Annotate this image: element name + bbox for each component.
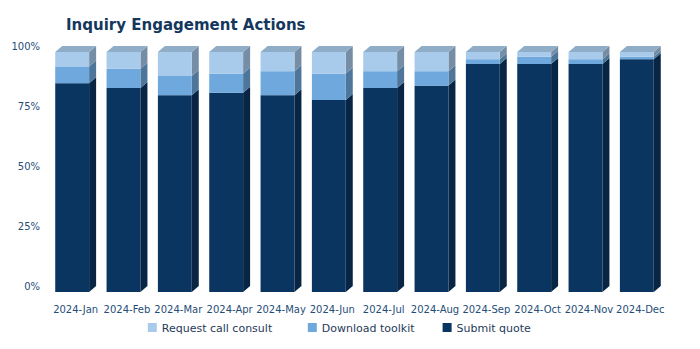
legend-swatch bbox=[148, 323, 157, 332]
legend-label: Submit quote bbox=[457, 322, 532, 335]
bars bbox=[55, 46, 661, 292]
bar bbox=[209, 52, 243, 74]
bar-side bbox=[243, 87, 250, 292]
bar-top bbox=[517, 46, 558, 52]
bar bbox=[363, 88, 397, 292]
bar-top bbox=[363, 46, 404, 52]
x-tick-label: 2024-Apr bbox=[207, 304, 254, 315]
bar bbox=[415, 52, 449, 71]
bar-top bbox=[312, 46, 353, 52]
bar-top bbox=[107, 46, 148, 52]
bar-top bbox=[569, 46, 610, 52]
y-tick bbox=[47, 106, 50, 107]
bar-side bbox=[602, 58, 609, 292]
bar bbox=[620, 52, 654, 57]
x-tick-label: 2024-Sep bbox=[462, 304, 510, 315]
bar bbox=[415, 71, 449, 85]
bar bbox=[569, 64, 603, 292]
bar bbox=[466, 59, 500, 64]
x-tick-label: 2024-Jul bbox=[363, 304, 405, 315]
bar bbox=[209, 74, 243, 93]
bar bbox=[158, 76, 192, 95]
bar bbox=[620, 57, 654, 59]
bar bbox=[517, 57, 551, 64]
bar-top bbox=[55, 46, 96, 52]
bar bbox=[415, 86, 449, 292]
x-tick-label: 2024-Feb bbox=[104, 304, 151, 315]
bar-side bbox=[397, 82, 404, 292]
bar-side bbox=[140, 82, 147, 292]
bar-side bbox=[192, 89, 199, 292]
legend: Request call consult Download toolkit Subm… bbox=[148, 322, 531, 335]
legend-swatch bbox=[443, 323, 452, 332]
bar bbox=[261, 52, 295, 71]
bar-top bbox=[415, 46, 456, 52]
y-tick-label: 75% bbox=[18, 101, 40, 112]
x-tick-label: 2024-Nov bbox=[565, 304, 614, 315]
y-tick-label: 50% bbox=[18, 161, 40, 172]
bar bbox=[55, 52, 89, 66]
y-tick-label: 0% bbox=[24, 281, 40, 292]
bar bbox=[312, 100, 346, 292]
legend-swatch bbox=[308, 323, 317, 332]
legend-label: Request call consult bbox=[162, 322, 273, 335]
bar-side bbox=[89, 77, 96, 292]
bar bbox=[620, 59, 654, 292]
bar bbox=[158, 95, 192, 292]
bar bbox=[55, 66, 89, 83]
bar bbox=[466, 52, 500, 59]
x-tick-label: 2024-Dec bbox=[616, 304, 664, 315]
bar-side bbox=[500, 58, 507, 292]
bar bbox=[363, 52, 397, 71]
bar bbox=[158, 52, 192, 76]
bar bbox=[312, 74, 346, 100]
y-tick bbox=[47, 166, 50, 167]
bar bbox=[209, 93, 243, 292]
title: Inquiry Engagement Actions bbox=[66, 16, 306, 34]
bar bbox=[261, 95, 295, 292]
y-tick-label: 25% bbox=[18, 221, 40, 232]
bar bbox=[363, 71, 397, 88]
x-tick-label: 2024-Jan bbox=[53, 304, 98, 315]
bar bbox=[261, 71, 295, 95]
bar bbox=[107, 52, 141, 69]
bar-side bbox=[294, 89, 301, 292]
bar bbox=[107, 88, 141, 292]
bar bbox=[517, 52, 551, 57]
bar bbox=[517, 64, 551, 292]
x-tick-label: 2024-May bbox=[256, 304, 306, 315]
x-tick-label: 2024-Jun bbox=[310, 304, 355, 315]
y-tick-label: 100% bbox=[11, 41, 40, 52]
x-tick-label: 2024-Aug bbox=[411, 304, 459, 315]
x-tick-label: 2024-Mar bbox=[154, 304, 203, 315]
chart: Inquiry Engagement Actions 0% 25% 50% 75% 100… bbox=[0, 0, 700, 349]
legend-label: Download toolkit bbox=[322, 322, 415, 335]
bar-side bbox=[551, 58, 558, 292]
bar bbox=[312, 52, 346, 74]
bar-top bbox=[261, 46, 302, 52]
bar bbox=[466, 64, 500, 292]
bar-side bbox=[346, 94, 353, 292]
x-tick-label: 2024-Oct bbox=[514, 304, 561, 315]
bar-top bbox=[158, 46, 199, 52]
bar-top bbox=[466, 46, 507, 52]
bar bbox=[107, 69, 141, 88]
y-tick bbox=[47, 46, 50, 47]
y-tick bbox=[47, 226, 50, 227]
bar bbox=[569, 52, 603, 59]
bar-side bbox=[654, 53, 661, 292]
y-tick bbox=[47, 286, 50, 287]
bar bbox=[569, 59, 603, 64]
bar bbox=[55, 83, 89, 292]
bar-top bbox=[209, 46, 250, 52]
bar-side bbox=[448, 80, 455, 292]
bar-top bbox=[620, 46, 661, 52]
